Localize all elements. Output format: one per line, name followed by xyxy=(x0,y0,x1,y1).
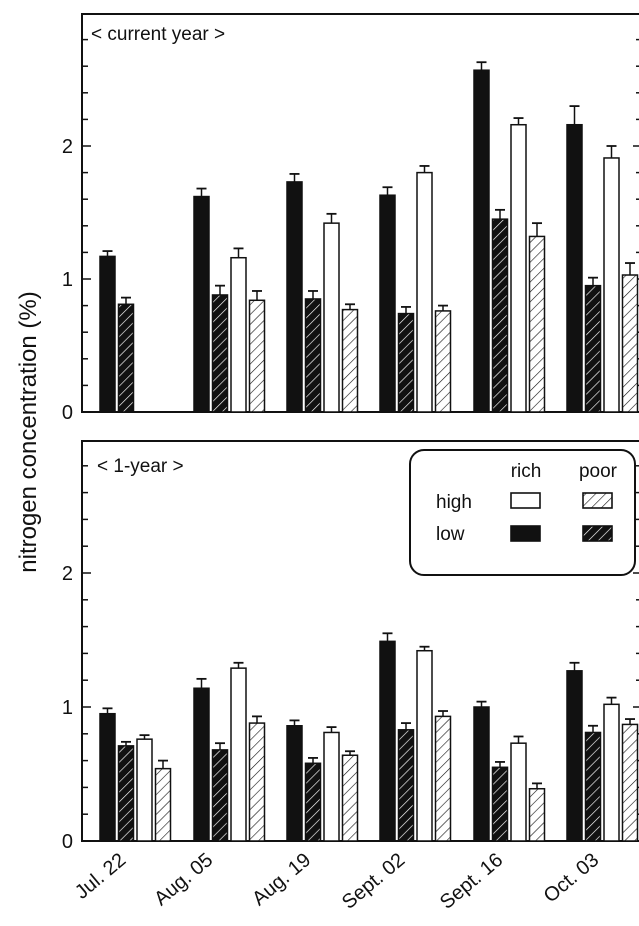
panel-title: < 1-year > xyxy=(97,456,184,477)
x-tick-label: Oct. 03 xyxy=(540,849,604,907)
y-tick-label: 1 xyxy=(62,269,73,291)
bar-low-rich xyxy=(193,687,210,842)
x-tick-label: Aug. 19 xyxy=(248,849,315,910)
bar-high-rich xyxy=(603,157,620,413)
panel-frame xyxy=(81,440,639,842)
legend-box xyxy=(409,449,636,576)
bar-high-poor xyxy=(248,722,266,842)
bar-high-rich xyxy=(510,123,527,413)
y-axis-label: nitrogen concentration (%) xyxy=(15,291,42,572)
bar-high-rich xyxy=(416,171,433,413)
bar-high-poor xyxy=(341,754,359,842)
bar-high-poor xyxy=(341,308,359,413)
bar-low-rich xyxy=(99,712,116,842)
bar-high-poor xyxy=(621,274,639,413)
bar-low-poor xyxy=(211,294,229,413)
panel-1-year: < 1-year > 0 1 2 xyxy=(62,440,639,853)
bar-low-rich xyxy=(566,123,583,413)
bar-low-poor xyxy=(211,749,229,842)
bar-high-poor xyxy=(528,235,546,413)
bar-high-poor xyxy=(434,715,452,842)
bar-high-rich xyxy=(230,667,247,842)
bar-low-poor xyxy=(397,729,415,842)
bar-low-rich xyxy=(473,69,490,413)
legend-low-label: low xyxy=(436,524,465,545)
legend-swatch-low-poor xyxy=(582,525,613,542)
bar-low-rich xyxy=(286,725,303,842)
panel-title: < current year > xyxy=(91,24,225,45)
y-tick-label: 0 xyxy=(62,831,73,853)
y-tick-label: 2 xyxy=(62,136,73,158)
x-tick-label: Sept. 16 xyxy=(436,849,507,914)
y-tick-label: 2 xyxy=(62,563,73,585)
bar-high-poor xyxy=(434,310,452,413)
bar-high-rich xyxy=(510,742,527,842)
bar-low-rich xyxy=(379,640,396,842)
bar-high-rich xyxy=(136,738,153,842)
x-tick-label: Aug. 05 xyxy=(150,849,217,910)
x-tick-label: Sept. 02 xyxy=(338,849,409,914)
y-tick-label: 0 xyxy=(62,402,73,424)
bar-low-poor xyxy=(117,745,135,842)
bar-low-poor xyxy=(304,298,322,413)
bar-low-rich xyxy=(193,195,210,413)
x-axis-labels: Jul. 22 Aug. 05 Aug. 19 Sept. 02 Sept. 16 Oct… xyxy=(71,849,603,914)
bar-low-rich xyxy=(286,181,303,413)
panel-current-year: < current year > 0 1 2 xyxy=(62,13,639,424)
y-tick-label: 1 xyxy=(62,697,73,719)
bar-low-poor xyxy=(491,766,509,842)
legend-swatch-high-poor xyxy=(582,492,613,509)
bar-high-poor xyxy=(621,723,639,842)
legend-poor-label: poor xyxy=(579,461,618,482)
bar-high-rich xyxy=(323,731,340,842)
bar-low-poor xyxy=(397,312,415,413)
panel-frame xyxy=(81,13,639,413)
bar-low-rich xyxy=(99,255,116,413)
bar-high-poor xyxy=(248,299,266,413)
bar-high-poor xyxy=(154,767,172,842)
legend: rich poor high low xyxy=(409,449,636,576)
legend-high-label: high xyxy=(436,492,472,513)
legend-swatch-high-rich xyxy=(510,492,541,509)
bar-low-poor xyxy=(117,303,135,413)
x-tick-label: Jul. 22 xyxy=(71,849,130,904)
bar-low-rich xyxy=(566,670,583,842)
bar-low-rich xyxy=(473,706,490,842)
bar-high-poor xyxy=(528,787,546,842)
bar-low-poor xyxy=(491,218,509,413)
bar-high-rich xyxy=(416,649,433,842)
bar-low-poor xyxy=(584,731,602,842)
bar-high-rich xyxy=(230,256,247,413)
legend-swatch-low-rich xyxy=(510,525,541,542)
bar-low-rich xyxy=(379,194,396,413)
legend-rich-label: rich xyxy=(511,461,542,482)
bar-low-poor xyxy=(584,284,602,413)
bar-high-rich xyxy=(323,222,340,413)
bar-high-rich xyxy=(603,703,620,842)
bar-low-poor xyxy=(304,762,322,842)
